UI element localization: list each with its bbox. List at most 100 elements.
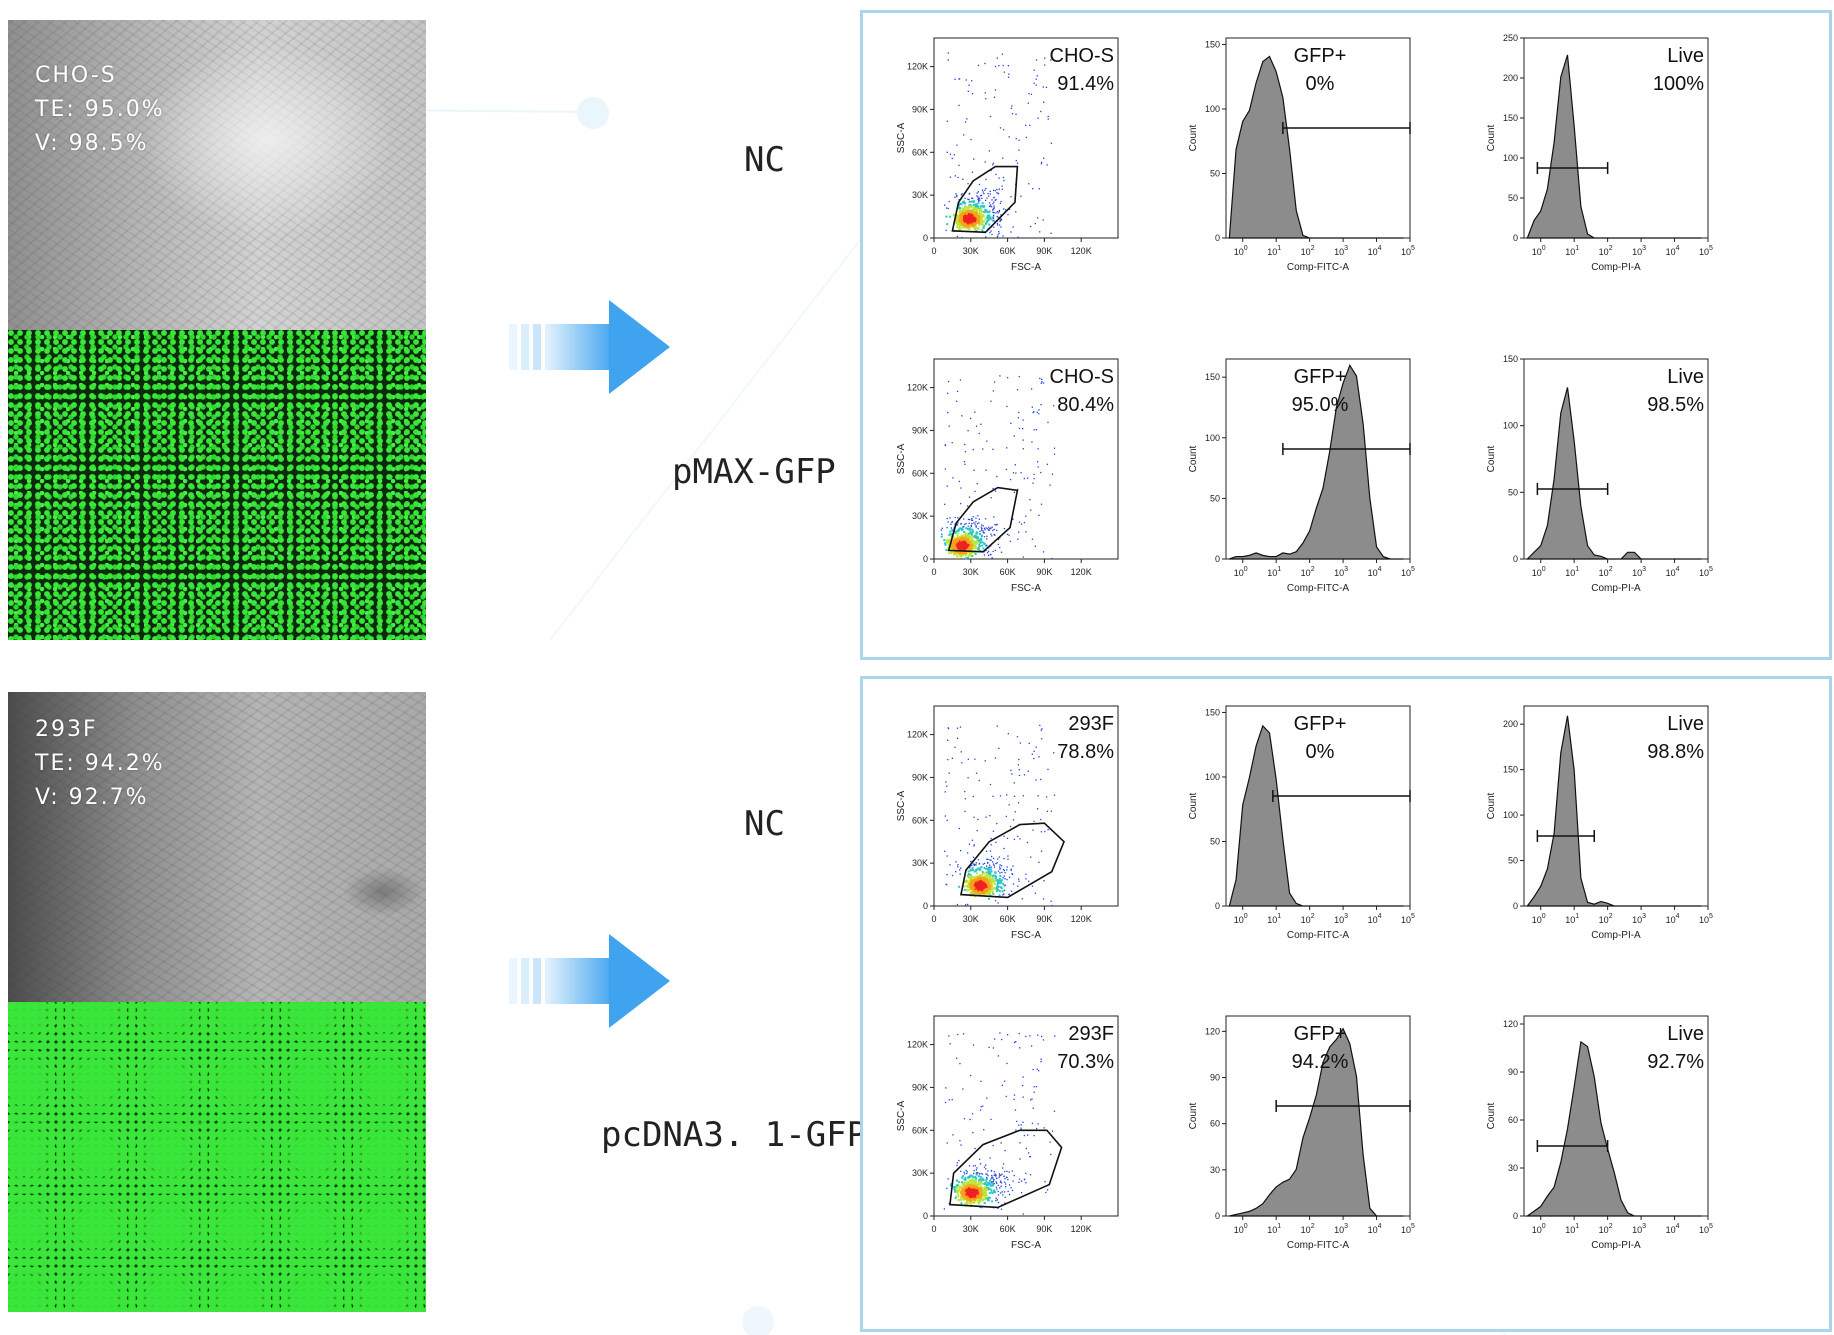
scatter-point <box>1030 93 1033 96</box>
scatter-point <box>973 845 975 847</box>
scatter-point <box>1040 729 1042 731</box>
scatter-point <box>955 541 958 544</box>
scatter-point <box>990 866 992 868</box>
scatter-point <box>958 547 961 550</box>
live-histogram: 0 50 100 150 100 101 102 103 104 105 Comp-PI-A Coun… <box>1478 351 1718 594</box>
scatter-point <box>975 541 978 544</box>
scatter-point <box>995 1199 997 1202</box>
y-tick-label: 120 <box>1205 1026 1220 1036</box>
scatter-point <box>997 902 999 904</box>
scatter-point <box>979 874 982 877</box>
scatter-point <box>983 879 986 882</box>
y-tick-label: 90 <box>1210 1073 1220 1083</box>
scatter-point <box>967 430 969 432</box>
scatter-point <box>966 1182 969 1185</box>
scatter-point <box>965 1191 968 1194</box>
scatter-point <box>991 887 994 890</box>
x-axis-label: Comp-PI-A <box>1591 1240 1641 1251</box>
gate-title: Live <box>1667 366 1704 388</box>
scatter-point <box>981 870 984 873</box>
x-tick-exponent: 1 <box>1277 913 1281 920</box>
scatter-point <box>990 1178 992 1180</box>
scatter-point <box>967 1184 970 1187</box>
scatter-point <box>1033 1091 1035 1093</box>
scatter-point <box>968 219 971 222</box>
histogram-area <box>1228 724 1404 907</box>
scatter-point <box>971 215 974 218</box>
scatter-point <box>989 231 991 234</box>
x-tick-label: 30K <box>963 1224 979 1234</box>
scatter-point <box>971 519 974 521</box>
scatter-point <box>983 867 986 870</box>
scatter-point <box>956 534 959 537</box>
scatter-point <box>955 861 957 863</box>
scatter-point <box>982 863 984 865</box>
scatter-point <box>1037 466 1039 468</box>
x-tick-exponent: 3 <box>1344 1223 1348 1230</box>
scatter-point <box>964 536 967 539</box>
scatter-point <box>977 881 980 884</box>
scatter-point <box>959 537 962 540</box>
x-tick-exponent: 3 <box>1642 245 1646 252</box>
scatter-point <box>987 873 990 876</box>
x-tick-label: 100 <box>1532 245 1546 257</box>
scatter-point <box>1000 1142 1002 1144</box>
scatter-point <box>968 215 971 218</box>
scatter-point <box>957 1184 960 1187</box>
scatter-point <box>995 524 997 526</box>
scatter-point <box>969 552 972 555</box>
scatter-point <box>964 532 967 535</box>
scatter-point <box>946 819 948 821</box>
scatter-point <box>954 78 956 80</box>
scatter-point <box>1045 86 1048 89</box>
scatter-point <box>1012 819 1015 821</box>
scatter-point <box>993 207 996 209</box>
scatter-point <box>1011 773 1013 775</box>
x-tick-label: 105 <box>1699 566 1713 578</box>
scatter-point <box>991 875 994 878</box>
scatter-point <box>959 869 961 871</box>
scatter-point <box>975 547 978 550</box>
scatter-point <box>984 1191 987 1194</box>
scatter-point <box>1031 538 1034 540</box>
scatter-point <box>1035 59 1038 61</box>
scatter-point <box>968 529 971 532</box>
scatter-point <box>1018 880 1020 882</box>
scatter-point <box>950 552 953 555</box>
y-axis-label: SSC-A <box>896 1100 907 1131</box>
scatter-point <box>974 883 977 886</box>
cho-s-viability-label: V: 98.5% <box>35 131 149 156</box>
scatter-point <box>964 197 966 200</box>
scatter-point <box>984 880 987 883</box>
scatter-point <box>968 217 971 220</box>
scatter-point <box>951 757 954 759</box>
scatter-point <box>1017 236 1019 238</box>
scatter-point <box>1022 1096 1024 1098</box>
scatter-point <box>988 885 991 888</box>
scatter-point <box>961 215 964 218</box>
scatter-point <box>975 531 978 534</box>
x-tick-label: 101 <box>1565 566 1579 578</box>
scatter-point <box>982 1105 984 1107</box>
scatter-point <box>952 1134 954 1136</box>
scatter-point <box>986 1186 989 1189</box>
scatter-point <box>965 522 967 525</box>
scatter-point <box>965 210 968 213</box>
scatter-point <box>971 888 974 891</box>
scatter-point <box>956 737 959 740</box>
scatter-point <box>954 196 956 199</box>
scatter-point <box>1050 59 1052 61</box>
scatter-point <box>998 64 1000 67</box>
scatter-point <box>966 214 969 217</box>
scatter-point <box>987 872 990 875</box>
scatter-point <box>1029 1174 1032 1176</box>
scatter-point <box>979 199 981 201</box>
scatter-point <box>1007 855 1009 857</box>
scatter-point <box>1027 1134 1029 1136</box>
scatter-point <box>1003 847 1005 850</box>
scatter-point <box>978 888 981 891</box>
gfp-histogram: 0 50 100 150 100 101 102 103 104 105 Comp-FITC-A Co… <box>1180 698 1420 941</box>
scatter-point <box>1013 1041 1016 1044</box>
scatter-point <box>983 1202 986 1205</box>
scatter-point <box>973 816 975 818</box>
